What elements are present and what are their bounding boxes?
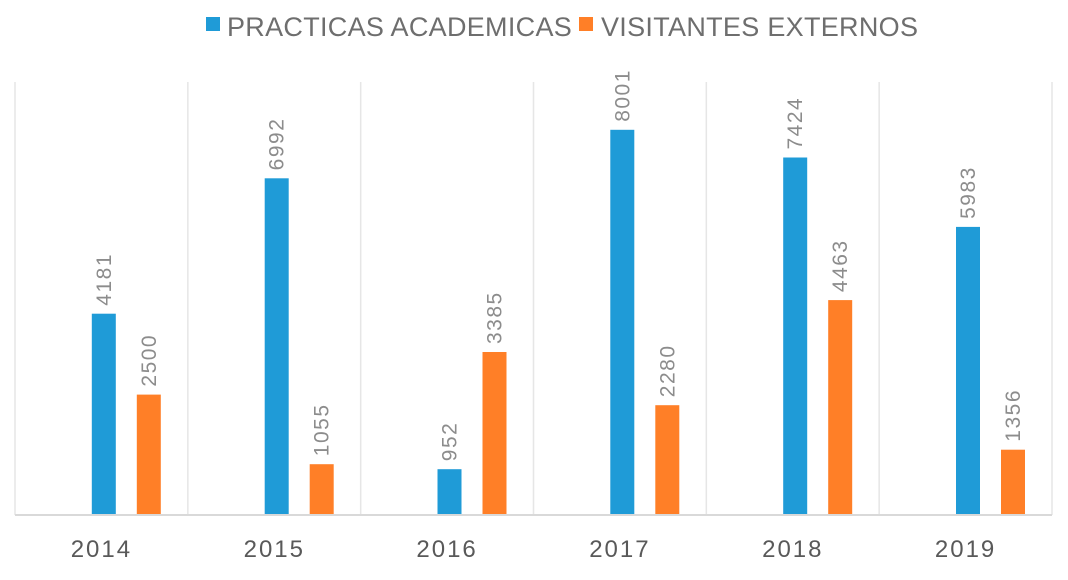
bar-visitantes-2014 [136, 394, 161, 515]
bar-visitantes-2017 [655, 405, 680, 515]
data-labels: 4181 2500 6992 1055 952 3385 8001 2280 7424 4463 5… [93, 69, 1025, 461]
legend-swatch-visitantes [579, 17, 593, 31]
data-label-visitantes-2018: 4463 [829, 239, 852, 292]
data-label-practicas-2019: 5983 [957, 166, 980, 219]
data-label-visitantes-2019: 1356 [1002, 389, 1025, 442]
x-tick-label-2014: 2014 [71, 536, 132, 563]
data-label-practicas-2014: 4181 [93, 253, 116, 306]
x-tick-label-2016: 2016 [416, 536, 477, 563]
x-tick-label-2017: 2017 [589, 536, 650, 563]
bar-practicas-2019 [956, 226, 980, 515]
data-label-practicas-2015: 6992 [266, 118, 289, 171]
x-tick-label-2019: 2019 [935, 536, 996, 563]
legend: PRACTICAS ACADEMICAS VISITANTES EXTERNOS [206, 12, 918, 42]
data-label-visitantes-2017: 2280 [656, 344, 679, 397]
data-label-practicas-2017: 8001 [611, 69, 634, 122]
data-label-practicas-2016: 952 [439, 422, 462, 462]
x-axis-tick-labels: 2014 2015 2016 2017 2018 2019 [71, 536, 996, 563]
bar-practicas-2018 [783, 157, 808, 515]
data-label-visitantes-2016: 3385 [484, 291, 507, 344]
bar-practicas-2016 [437, 469, 462, 515]
data-label-practicas-2018: 7424 [784, 97, 807, 150]
bars [91, 129, 1025, 516]
bar-practicas-2015 [264, 178, 289, 516]
bar-visitantes-2018 [828, 300, 853, 515]
bar-visitantes-2019 [1001, 449, 1025, 515]
bar-visitantes-2015 [309, 464, 334, 515]
legend-label-practicas: PRACTICAS ACADEMICAS [227, 12, 572, 42]
bar-visitantes-2016 [482, 352, 507, 515]
data-label-visitantes-2014: 2500 [138, 334, 161, 387]
x-tick-label-2018: 2018 [762, 536, 823, 563]
legend-swatch-practicas [206, 17, 220, 31]
bar-practicas-2017 [610, 129, 635, 516]
data-label-visitantes-2015: 1055 [311, 403, 334, 456]
category-separators [14, 82, 1053, 515]
bar-practicas-2014 [91, 313, 116, 515]
legend-label-visitantes: VISITANTES EXTERNOS [601, 12, 918, 42]
x-tick-label-2015: 2015 [244, 536, 305, 563]
